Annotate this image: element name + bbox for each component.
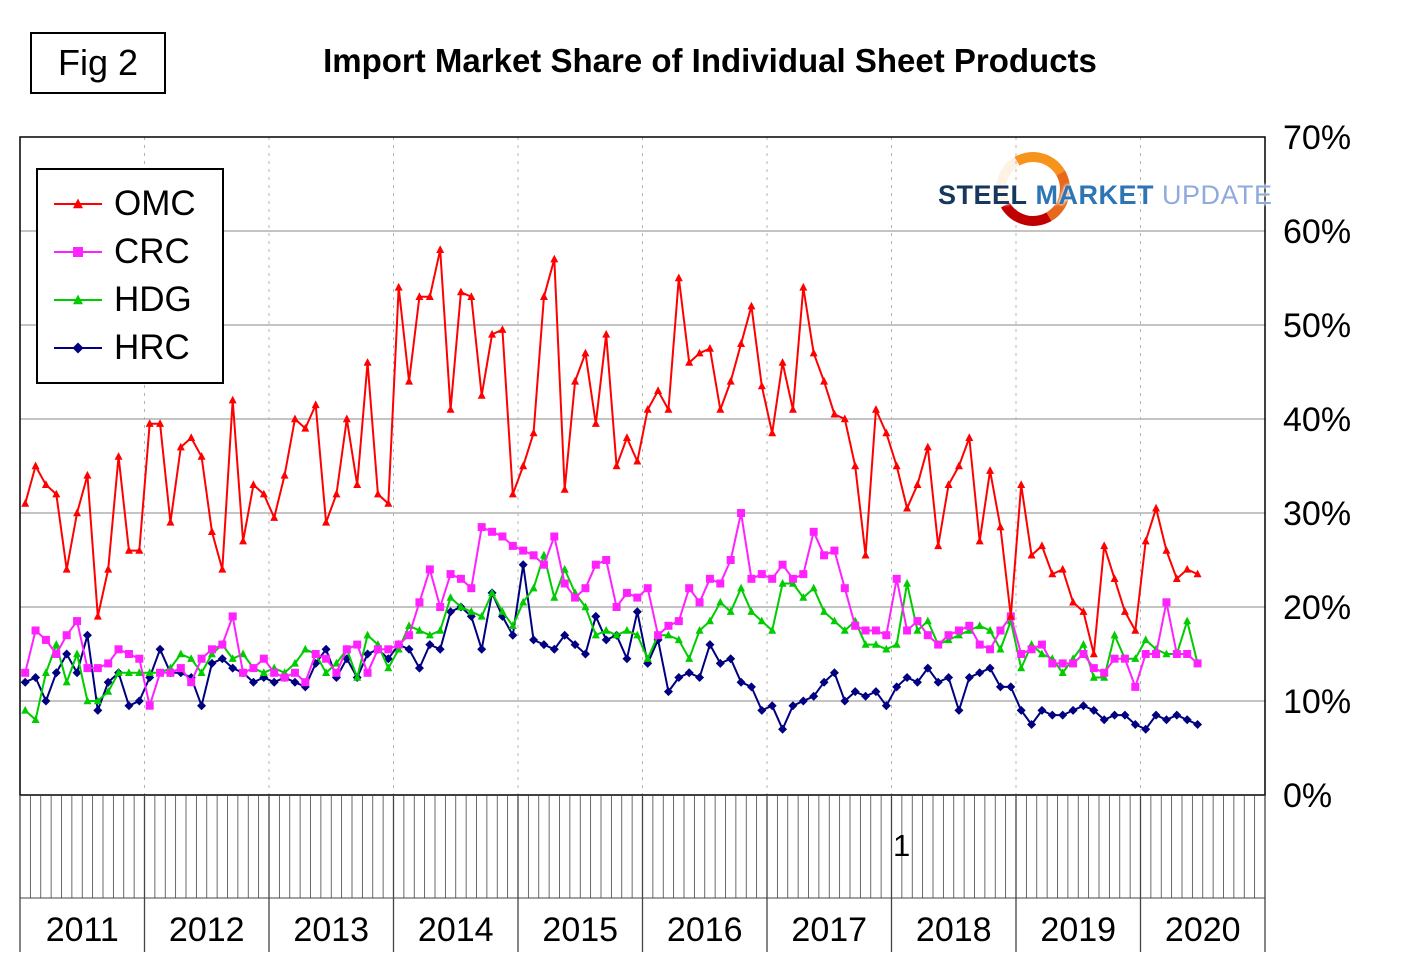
svg-text:2016: 2016 <box>667 911 743 949</box>
svg-text:30%: 30% <box>1283 495 1351 533</box>
steel-market-update-logo: STEEL MARKET UPDATE <box>938 143 1272 240</box>
svg-text:2012: 2012 <box>169 911 245 949</box>
chart-title: Import Market Share of Individual Sheet … <box>323 42 1097 79</box>
legend-label-omc: OMC <box>114 184 196 223</box>
svg-text:10%: 10% <box>1283 683 1351 721</box>
svg-text:2011: 2011 <box>46 911 119 949</box>
legend: OMC CRC HDG HRC <box>36 168 224 384</box>
svg-text:20%: 20% <box>1283 589 1351 627</box>
svg-text:70%: 70% <box>1283 119 1351 157</box>
svg-text:2020: 2020 <box>1165 911 1241 949</box>
hrc-line-marker-icon <box>52 336 104 360</box>
svg-text:2019: 2019 <box>1040 911 1116 949</box>
svg-text:2014: 2014 <box>418 911 494 949</box>
legend-item-hrc: HRC <box>52 328 196 368</box>
svg-text:2013: 2013 <box>293 911 369 949</box>
svg-text:0%: 0% <box>1283 777 1332 815</box>
legend-label-hdg: HDG <box>114 280 192 319</box>
figure-label: Fig 2 <box>30 32 167 94</box>
hdg-line-marker-icon <box>52 288 104 312</box>
logo-word-market: MARKET <box>1035 180 1155 210</box>
logo-word-steel: STEEL <box>938 180 1028 210</box>
svg-text:2017: 2017 <box>791 911 867 949</box>
legend-item-crc: CRC <box>52 232 196 272</box>
svg-text:2015: 2015 <box>542 911 618 949</box>
legend-label-hrc: HRC <box>114 328 190 367</box>
svg-text:2018: 2018 <box>916 911 992 949</box>
svg-text:50%: 50% <box>1283 307 1351 345</box>
omc-line-marker-icon <box>52 192 104 216</box>
smu-logo-text: STEEL MARKET UPDATE <box>938 180 1273 211</box>
legend-item-hdg: HDG <box>52 280 196 320</box>
stray-annotation: 1 <box>893 828 911 863</box>
svg-text:60%: 60% <box>1283 213 1351 251</box>
legend-label-crc: CRC <box>114 232 190 271</box>
logo-word-update: UPDATE <box>1162 180 1273 210</box>
legend-item-omc: OMC <box>52 184 196 224</box>
crc-line-marker-icon <box>52 240 104 264</box>
svg-text:40%: 40% <box>1283 401 1351 439</box>
